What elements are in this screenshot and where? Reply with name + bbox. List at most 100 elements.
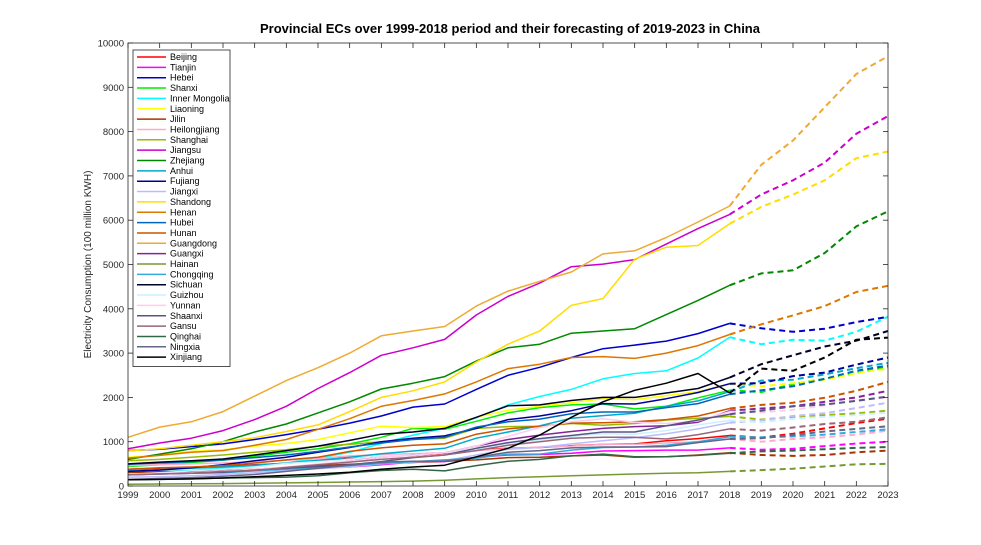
series-layer bbox=[127, 55, 889, 485]
y-tick-label: 5000 bbox=[103, 260, 124, 271]
series-anhui bbox=[127, 361, 889, 472]
legend-label-guangdong: Guangdong bbox=[170, 238, 217, 248]
x-tick-label: 2006 bbox=[339, 490, 360, 501]
x-tick-label: 2020 bbox=[782, 490, 803, 501]
series-line-actual-fujiang bbox=[127, 382, 730, 473]
series-line-forecast-hebei bbox=[729, 315, 889, 333]
series-line-forecast-hubei bbox=[729, 364, 889, 396]
legend-label-hubei: Hubei bbox=[170, 218, 194, 228]
chart-title: Provincial ECs over 1999-2018 period and… bbox=[260, 21, 761, 36]
series-line-forecast-anhui bbox=[729, 361, 889, 393]
x-tick-label: 2011 bbox=[498, 490, 518, 501]
x-tick-label: 2002 bbox=[212, 490, 233, 501]
legend-label-xinjiang: Xinjiang bbox=[170, 352, 202, 362]
series-line-forecast-guangdong bbox=[728, 55, 889, 207]
legend-label-shandong: Shandong bbox=[170, 197, 211, 207]
series-line-actual-jiangsu bbox=[127, 213, 731, 450]
legend-label-qinghai: Qinghai bbox=[170, 331, 201, 341]
series-line-actual-anhui bbox=[127, 390, 730, 472]
x-tick-label: 2014 bbox=[592, 490, 613, 501]
x-tick-label: 2017 bbox=[687, 490, 708, 501]
series-line-forecast-hainan bbox=[729, 462, 889, 473]
legend-label-shanghai: Shanghai bbox=[170, 135, 208, 145]
series-zhejiang bbox=[127, 210, 889, 461]
y-tick-label: 7000 bbox=[103, 171, 124, 182]
series-xinjiang bbox=[127, 336, 889, 481]
legend-label-anhui: Anhui bbox=[170, 166, 193, 176]
series-henan bbox=[127, 284, 889, 459]
x-tick-label: 2023 bbox=[877, 490, 898, 501]
y-tick-label: 3000 bbox=[103, 349, 124, 360]
series-line-forecast-guizhou bbox=[729, 411, 889, 424]
x-tick-label: 2007 bbox=[371, 490, 392, 501]
x-tick-label: 2021 bbox=[814, 490, 835, 501]
y-tick-label: 2000 bbox=[103, 393, 124, 404]
series-line-forecast-liaoning bbox=[729, 367, 889, 388]
legend-label-gansu: Gansu bbox=[170, 321, 197, 331]
series-hubei bbox=[127, 364, 889, 466]
x-tick-label: 2019 bbox=[751, 490, 772, 501]
legend-label-guizhou: Guizhou bbox=[170, 290, 204, 300]
series-line-forecast-zhejiang bbox=[729, 210, 889, 287]
x-tick-label: 2016 bbox=[656, 490, 677, 501]
series-line-actual-henan bbox=[127, 333, 730, 459]
series-line-forecast-hunan bbox=[729, 380, 889, 410]
legend-label-ningxia: Ningxia bbox=[170, 342, 200, 352]
series-line-actual-gansu bbox=[127, 428, 730, 476]
legend-label-guangxi: Guangxi bbox=[170, 249, 204, 259]
series-line-actual-zhejiang bbox=[127, 284, 731, 461]
series-line-forecast-jiangxi bbox=[729, 401, 889, 424]
series-hebei bbox=[127, 315, 889, 452]
x-tick-label: 2012 bbox=[529, 490, 550, 501]
x-tick-label: 2010 bbox=[466, 490, 487, 501]
axes-layer: 1999 2000 2001 2002 2003 2004 2005 2006 2007 2008… bbox=[98, 39, 899, 502]
x-tick-label: 2022 bbox=[846, 490, 867, 501]
series-line-forecast-jiangsu bbox=[729, 115, 889, 216]
series-line-actual-sichuan bbox=[127, 376, 730, 465]
series-line-actual-guangdong bbox=[127, 205, 731, 439]
series-gansu bbox=[127, 416, 889, 476]
series-inner-mongolia bbox=[127, 315, 889, 474]
y-tick-label: 8000 bbox=[103, 127, 124, 138]
series-line-forecast-shanghai bbox=[729, 409, 889, 421]
legend-label-yunnan: Yunnan bbox=[170, 300, 201, 310]
y-tick-label: 0 bbox=[119, 482, 124, 493]
legend-label-jilin: Jilin bbox=[170, 114, 186, 124]
legend-label-shaanxi: Shaanxi bbox=[170, 311, 203, 321]
x-tick-label: 2009 bbox=[434, 490, 455, 501]
y-tick-label: 6000 bbox=[103, 216, 124, 227]
series-ningxia bbox=[127, 425, 889, 481]
legend-label-jiangxi: Jiangxi bbox=[170, 187, 198, 197]
legend-label-tianjin: Tianjin bbox=[170, 62, 196, 72]
x-tick-label: 2005 bbox=[307, 490, 328, 501]
y-tick-label: 10000 bbox=[98, 39, 124, 50]
series-line-actual-hubei bbox=[127, 393, 730, 466]
x-tick-label: 2000 bbox=[149, 490, 170, 501]
x-tick-label: 2003 bbox=[244, 490, 265, 501]
x-tick-label: 2004 bbox=[276, 490, 297, 501]
y-tick-label: 9000 bbox=[103, 83, 124, 94]
x-tick-label: 1999 bbox=[117, 490, 138, 501]
series-line-forecast-sichuan bbox=[729, 330, 889, 379]
series-line-forecast-tianjin bbox=[729, 440, 889, 451]
legend-label-hunan: Hunan bbox=[170, 228, 197, 238]
series-sichuan bbox=[127, 330, 889, 465]
series-line-forecast-xinjiang bbox=[729, 336, 889, 394]
series-line-forecast-chongqing bbox=[729, 428, 889, 439]
series-fujiang bbox=[127, 356, 889, 473]
series-shandong bbox=[127, 150, 889, 452]
y-tick-label: 4000 bbox=[103, 304, 124, 315]
series-line-actual-shandong bbox=[127, 223, 731, 452]
legend-label-hebei: Hebei bbox=[170, 73, 194, 83]
series-line-forecast-beijing bbox=[729, 417, 889, 439]
series-line-forecast-qinghai bbox=[729, 446, 889, 455]
series-line-actual-inner-mongolia bbox=[127, 336, 731, 474]
legend-label-chongqing: Chongqing bbox=[170, 269, 214, 279]
series-line-forecast-inner-mongolia bbox=[729, 315, 889, 346]
series-line-forecast-guangxi bbox=[729, 389, 889, 412]
legend-box bbox=[132, 49, 231, 367]
legend-label-henan: Henan bbox=[170, 207, 197, 217]
legend-label-shanxi: Shanxi bbox=[170, 83, 198, 93]
series-line-forecast-henan bbox=[729, 284, 889, 336]
